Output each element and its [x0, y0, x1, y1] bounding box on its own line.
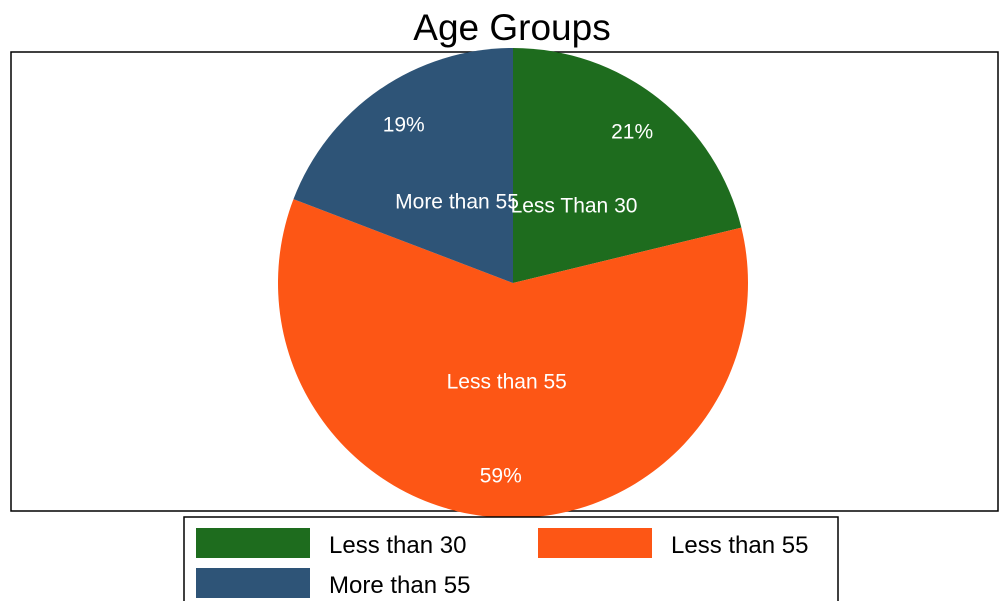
pie-slice-more-than-55	[293, 48, 513, 283]
slice-percent-label: 59%	[480, 464, 522, 487]
legend-label-less-than-30: Less than 30	[329, 532, 466, 559]
legend-label-less-than-55: Less than 55	[671, 532, 808, 559]
chart-title: Age Groups	[413, 7, 610, 48]
slice-percent-label: 19%	[383, 113, 425, 136]
pie-slice-less-than-30	[513, 48, 742, 283]
pie-labels: Less Than 30 21% Less than 55 59% More than …	[383, 113, 653, 487]
slice-name-label: More than 55	[395, 191, 519, 214]
pie-slice-less-than-55	[277, 199, 748, 518]
legend-swatch-less-than-30	[196, 528, 310, 558]
legend-swatch-less-than-55	[538, 528, 652, 558]
legend-swatch-more-than-55	[196, 568, 310, 598]
legend-label-more-than-55: More than 55	[329, 572, 470, 599]
pie-slices	[277, 48, 748, 518]
slice-name-label: Less than 55	[447, 371, 567, 394]
legend: Less than 30 Less than 55 More than 55	[196, 528, 808, 599]
slice-name-label: Less Than 30	[511, 194, 638, 217]
slice-percent-label: 21%	[611, 121, 653, 144]
